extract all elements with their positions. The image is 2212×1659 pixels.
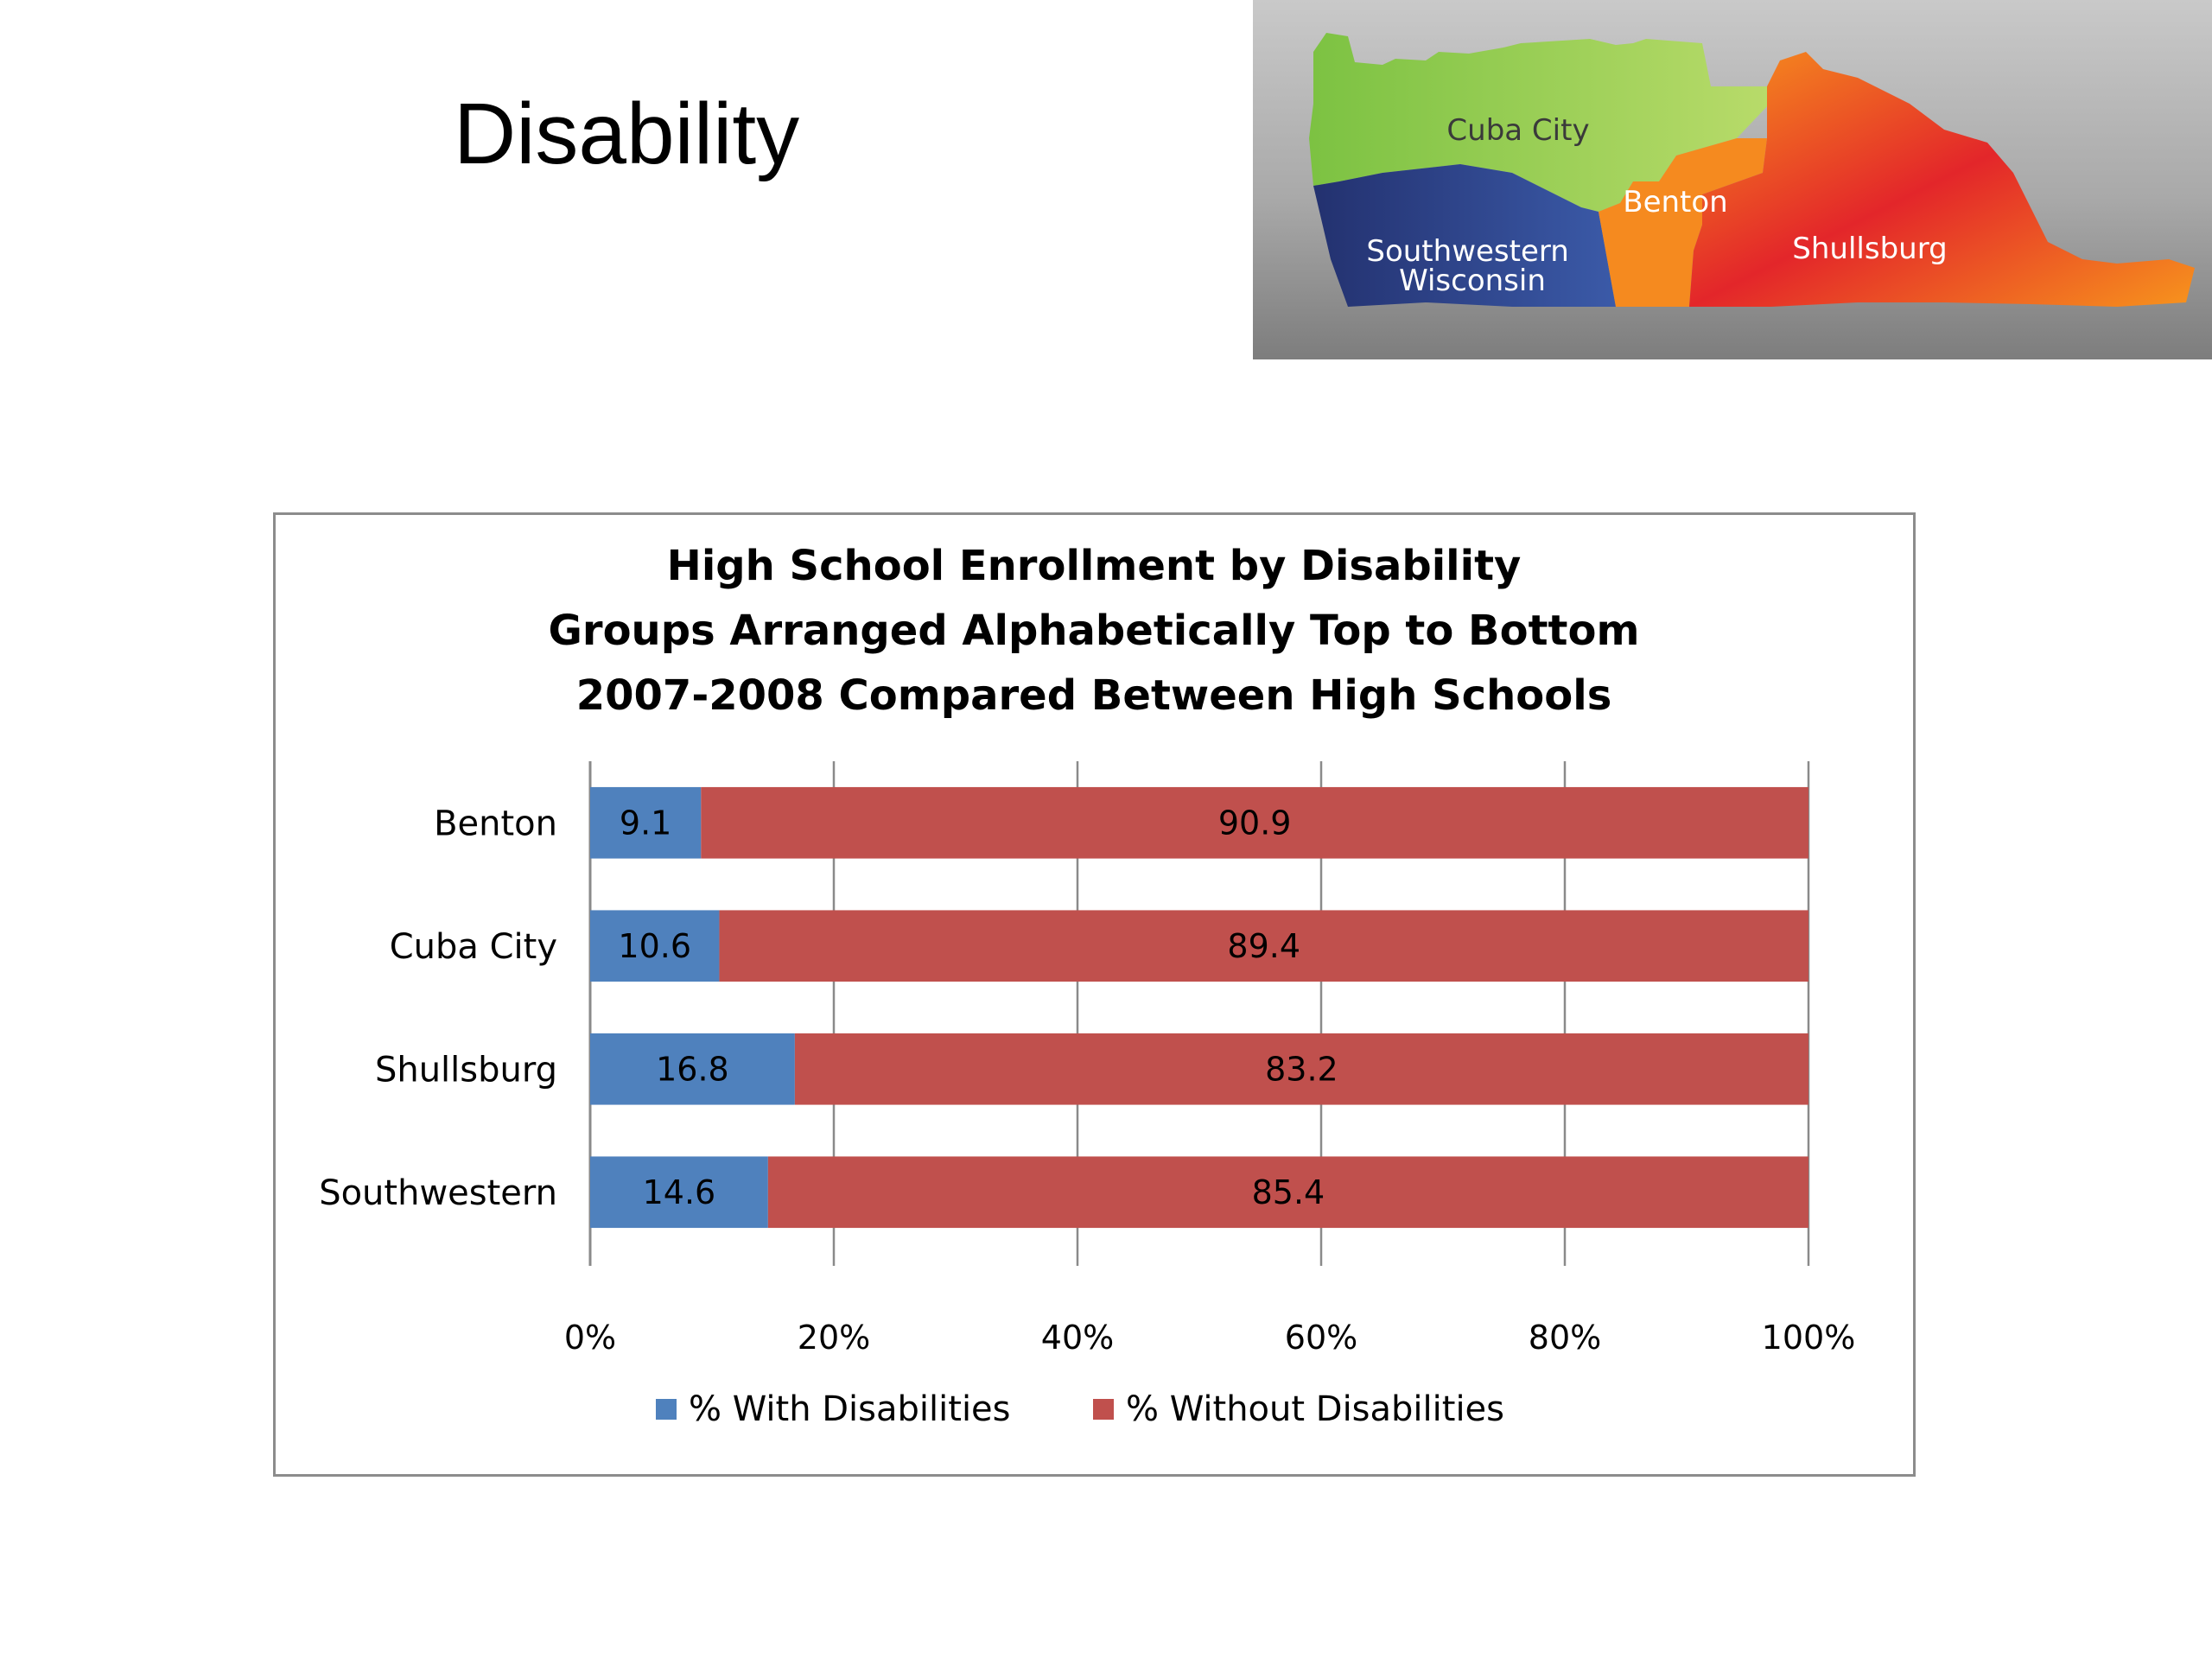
bar-segment-without [794,1033,1808,1105]
chart-legend: % With Disabilities % Without Disabilitie… [656,1389,1504,1429]
category-label: Cuba City [390,927,557,967]
legend-label: % Without Disabilities [1126,1389,1504,1429]
legend-label: % With Disabilities [689,1389,1011,1429]
bar-value-label: 9.1 [620,804,671,842]
category-label: Shullsburg [375,1050,557,1090]
map-region-southwestern [1313,164,1616,307]
legend-item-without: % Without Disabilities [1093,1389,1504,1429]
bar-row-benton: 9.1 90.9 [590,786,1808,859]
district-map-graphic: Cuba City Benton Southwestern Wisconsin … [1253,0,2212,359]
bar-value-label: 10.6 [618,927,691,965]
bar-segment-with [590,1156,768,1229]
slide-title: Disability [454,86,800,182]
district-map: Cuba City Benton Southwestern Wisconsin … [1253,0,2212,359]
map-region-shullsburg [1689,52,2195,307]
x-tick-label: 80% [1529,1319,1601,1357]
bar-value-label: 89.4 [1227,927,1300,965]
bar-row-southwestern: 14.6 85.4 [590,1156,1808,1229]
bar-segment-with [590,786,702,859]
chart-title-line-2: Groups Arranged Alphabetically Top to Bo… [549,607,1640,655]
legend-swatch [656,1399,677,1420]
map-region-benton [1599,138,1767,307]
map-label-benton: Benton [1623,185,1727,219]
category-label: Benton [434,804,557,843]
bar-row-cuba-city: 10.6 89.4 [590,910,1809,982]
chart-x-tick-labels: 0% 20% 40% 60% 80% 100% [564,1319,1855,1357]
chart-frame: High School Enrollment by Disability Grou… [273,512,1916,1477]
map-label-southwestern-line2: Wisconsin [1399,264,1546,298]
x-tick-label: 0% [564,1319,616,1357]
bar-value-label: 90.9 [1218,804,1292,842]
bar-segment-without [719,910,1809,982]
bar-segment-with [590,910,720,982]
chart-title-line-1: High School Enrollment by Disability [667,542,1522,590]
x-tick-label: 40% [1041,1319,1114,1357]
map-label-cuba-city: Cuba City [1446,113,1589,148]
chart-bars: 9.1 90.9 10.6 89.4 16.8 83.2 14.6 85.4 [590,786,1809,1229]
bar-value-label: 16.8 [656,1050,729,1088]
chart-category-labels: Benton Cuba City Shullsburg Southwestern [319,804,557,1213]
bar-segment-with [590,1033,795,1105]
x-tick-label: 60% [1285,1319,1357,1357]
map-label-southwestern: Southwestern Wisconsin [1366,234,1578,298]
legend-swatch [1093,1399,1114,1420]
stacked-bar-chart: High School Enrollment by Disability Grou… [319,542,1855,1429]
bar-segment-without [701,786,1808,859]
map-label-shullsburg: Shullsburg [1792,232,1947,266]
bar-value-label: 85.4 [1252,1173,1325,1211]
bar-segment-without [767,1156,1808,1229]
x-tick-label: 20% [798,1319,870,1357]
category-label: Southwestern [319,1173,557,1213]
bar-value-label: 14.6 [643,1173,716,1211]
bar-row-shullsburg: 16.8 83.2 [590,1033,1808,1105]
map-label-southwestern-line1: Southwestern [1366,234,1568,269]
bar-value-label: 83.2 [1265,1050,1338,1088]
chart-title: High School Enrollment by Disability Grou… [549,542,1640,720]
x-tick-label: 100% [1762,1319,1856,1357]
chart-title-line-3: 2007-2008 Compared Between High Schools [576,671,1612,720]
legend-item-with: % With Disabilities [656,1389,1011,1429]
map-region-cuba-city [1309,33,1770,212]
